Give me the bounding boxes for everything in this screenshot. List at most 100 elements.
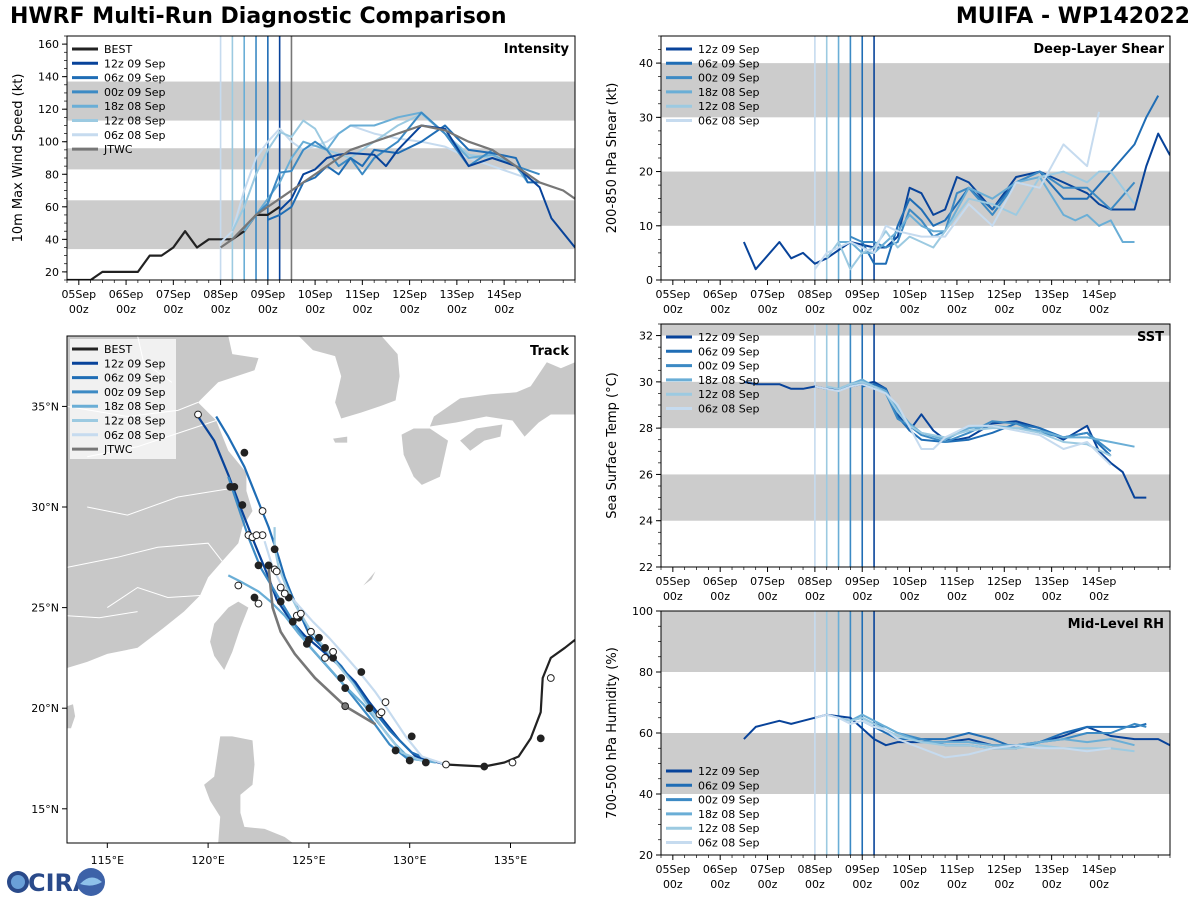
track-point-best xyxy=(442,760,450,769)
intensity-ytick-label: 80 xyxy=(45,168,59,181)
sst-legend-label: 00z 09 Sep xyxy=(698,360,760,373)
sst-series-06z-08-sep xyxy=(814,383,1112,466)
rh-xtick-label: 00z xyxy=(663,878,683,891)
track-point-12z-09-sep xyxy=(341,684,350,692)
shear-xtick-label: 00z xyxy=(994,303,1014,316)
sst-series-12z-09-sep xyxy=(743,380,1147,499)
rh-band xyxy=(661,733,1170,794)
sst-legend-label: 06z 09 Sep xyxy=(698,345,760,358)
rh-ylabel: 700-500 hPa Humidity (%) xyxy=(605,647,620,819)
rh-xtick-label: 10Sep xyxy=(892,863,927,876)
shear-chart: 0 10 20 30 40 05Sep 00z 06Sep 00z 07Sep 00z 08Sep 00… xyxy=(605,35,1171,316)
land-jeju xyxy=(333,436,348,443)
track-legend-label: 12z 08 Sep xyxy=(104,415,166,428)
intensity-band xyxy=(67,200,575,250)
intensity-xtick-label: 00z xyxy=(447,303,467,316)
intensity-ytick-label: 120 xyxy=(38,103,59,116)
shear-xtick-label: 13Sep xyxy=(1034,288,1069,301)
track-xtick-label: 115°E xyxy=(91,854,124,867)
intensity-ytick-label: 20 xyxy=(45,266,59,279)
shear-ytick-label: 10 xyxy=(639,220,653,233)
intensity-xtick-label: 00z xyxy=(494,303,514,316)
sst-xtick-label: 00z xyxy=(1089,590,1109,603)
rh-xtick-label: 00z xyxy=(710,878,730,891)
shear-legend-label: 12z 08 Sep xyxy=(698,100,760,113)
sst-legend-label: 06z 08 Sep xyxy=(698,403,760,416)
track-point-12z-09-sep xyxy=(407,732,416,741)
intensity-legend-label: JTWC xyxy=(103,143,133,156)
track-legend-label: JTWC xyxy=(103,443,133,456)
shear-xtick-label: 00z xyxy=(947,303,967,316)
rh-xtick-label: 00z xyxy=(900,878,920,891)
track-chart: 115°E 120°E 125°E 130°E 135°E 15°N 20°N 25°N 30°… xyxy=(31,335,576,867)
shear-xtick-label: 00z xyxy=(805,303,825,316)
track-xtick-label: 130°E xyxy=(393,854,426,867)
shear-xtick-label: 08Sep xyxy=(798,288,833,301)
intensity-xtick-label: 00z xyxy=(211,303,231,316)
track-point-12z-08-sep xyxy=(321,654,329,662)
track-point-06z-09-sep xyxy=(240,448,249,457)
track-point-06z-08-sep xyxy=(252,531,261,540)
province-border xyxy=(67,542,223,568)
page-title: HWRF Multi-Run Diagnostic Comparison xyxy=(10,4,507,29)
shear-xtick-label: 00z xyxy=(758,303,778,316)
track-ytick-label: 30°N xyxy=(31,501,59,514)
intensity-ytick-label: 100 xyxy=(38,136,59,149)
intensity-ytick-label: 60 xyxy=(45,201,59,214)
sst-xtick-label: 00z xyxy=(710,590,730,603)
sst-band xyxy=(661,381,1170,429)
intensity-xtick-label: 05Sep xyxy=(61,288,96,301)
rh-xtick-label: 08Sep xyxy=(798,863,833,876)
intensity-xtick-label: 00z xyxy=(258,303,278,316)
intensity-xtick-label: 00z xyxy=(163,303,183,316)
sst-frame xyxy=(660,323,1171,568)
shear-xtick-label: 00z xyxy=(1042,303,1062,316)
sst-ytick-label: 26 xyxy=(639,468,653,481)
track-point-12z-09-sep xyxy=(391,746,400,755)
track-point-06z-09-sep xyxy=(258,507,267,515)
shear-xtick-label: 05Sep xyxy=(655,288,690,301)
track-point-12z-09-sep xyxy=(365,704,374,713)
track-point-06z-08-sep xyxy=(307,627,315,636)
track-point-best xyxy=(480,762,489,771)
shear-xtick-label: 00z xyxy=(900,303,920,316)
shear-title: Deep-Layer Shear xyxy=(1033,42,1164,57)
intensity-xtick-label: 00z xyxy=(116,303,136,316)
track-point-00z-09-sep xyxy=(302,639,311,648)
land-taiwan xyxy=(210,601,249,670)
track-legend-label: 06z 08 Sep xyxy=(104,429,166,442)
sst-xtick-label: 00z xyxy=(1042,590,1062,603)
intensity-xtick-label: 10Sep xyxy=(298,288,333,301)
track-frame xyxy=(66,335,576,844)
track-point-18z-08-sep xyxy=(254,599,263,608)
track-point-12z-08-sep xyxy=(296,609,305,618)
sst-xtick-label: 06Sep xyxy=(703,575,738,588)
rh-legend-label: 18z 08 Sep xyxy=(698,808,760,821)
track-point-12z-09-sep xyxy=(357,668,366,676)
track-line-06z-09-sep xyxy=(215,415,437,764)
sst-xtick-label: 05Sep xyxy=(655,575,690,588)
rh-xtick-label: 09Sep xyxy=(845,863,880,876)
shear-ytick-label: 20 xyxy=(639,166,653,179)
rh-band xyxy=(661,611,1170,672)
rh-series-06z-08-sep xyxy=(814,713,1111,759)
track-point-06z-09-sep xyxy=(337,674,346,682)
track-point-12z-09-sep xyxy=(270,545,279,554)
track-point-06z-08-sep xyxy=(381,698,390,707)
shear-xtick-label: 12Sep xyxy=(987,288,1022,301)
sst-series-12z-08-sep xyxy=(826,380,1112,457)
track-point-18z-08-sep xyxy=(405,756,414,765)
intensity-xtick-label: 09Sep xyxy=(250,288,285,301)
track-point-06z-08-sep xyxy=(329,647,337,656)
track-legend-label: 18z 08 Sep xyxy=(104,400,166,413)
intensity-xtick-label: 00z xyxy=(305,303,325,316)
land-kyushu xyxy=(401,428,448,485)
rh-xtick-label: 11Sep xyxy=(940,863,975,876)
shear-xtick-label: 11Sep xyxy=(940,288,975,301)
land-mainland-china xyxy=(67,336,259,843)
intensity-legend-label: 00z 09 Sep xyxy=(104,86,166,99)
rh-xtick-label: 07Sep xyxy=(750,863,785,876)
track-xtick-label: 120°E xyxy=(191,854,224,867)
shear-xtick-label: 00z xyxy=(852,303,872,316)
